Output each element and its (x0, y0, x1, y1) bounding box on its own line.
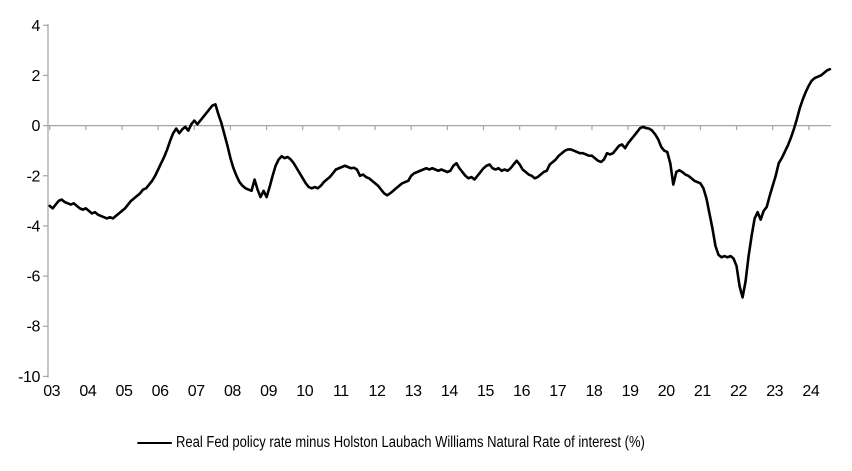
legend: Real Fed policy rate minus Holston Lauba… (0, 430, 852, 456)
series-line (48, 67, 832, 299)
x-tick-label: 23 (766, 383, 783, 400)
x-tick-label: 24 (802, 383, 819, 400)
legend-label: Real Fed policy rate minus Holston Lauba… (175, 434, 645, 451)
y-tick-label: -4 (27, 218, 41, 235)
y-tick-label: 2 (32, 68, 41, 85)
y-tick-label: -6 (27, 269, 41, 286)
x-tick-label: 17 (549, 383, 566, 400)
x-tick-label: 03 (43, 383, 60, 400)
x-tick-label: 07 (188, 383, 205, 400)
x-tick-label: 15 (477, 383, 494, 400)
x-tick-label: 12 (369, 383, 386, 400)
y-tick-label: -2 (27, 168, 41, 185)
legend-line-swatch (137, 442, 172, 444)
x-tick-label: 21 (694, 383, 711, 400)
x-tick-label: 14 (441, 383, 458, 400)
y-tick-label: -8 (27, 319, 41, 336)
x-tick-label: 09 (260, 383, 277, 400)
x-tick-label: 11 (333, 383, 349, 400)
x-tick-label: 20 (658, 383, 675, 400)
x-tick-label: 05 (116, 383, 133, 400)
y-tick-label: 0 (32, 118, 41, 135)
x-tick-label: 10 (296, 383, 313, 400)
x-tick-label: 16 (513, 383, 530, 400)
x-tick-label: 04 (79, 383, 96, 400)
x-tick-label: 19 (622, 383, 639, 400)
x-tick-label: 13 (405, 383, 422, 400)
x-tick-label: 18 (585, 383, 602, 400)
x-tick-label: 08 (224, 383, 241, 400)
y-tick-label: 4 (32, 18, 41, 35)
x-tick-label: 06 (152, 383, 169, 400)
legend-row: Real Fed policy rate minus Holston Lauba… (137, 434, 645, 452)
x-tick-label: 22 (730, 383, 747, 400)
y-tick-label: -10 (18, 369, 40, 386)
